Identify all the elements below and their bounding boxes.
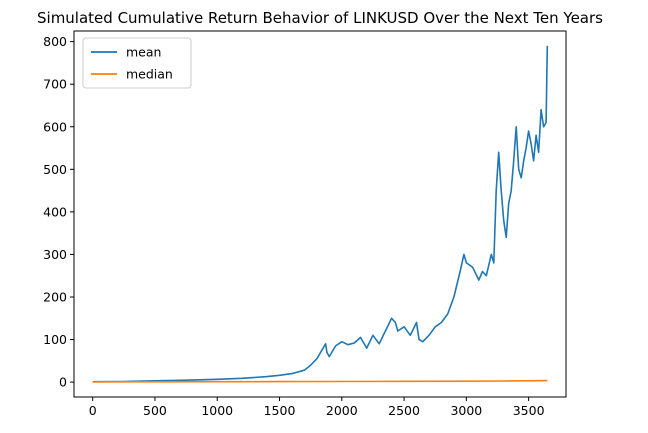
y-tick-label: 100 — [43, 332, 67, 347]
y-axis: 0 100 200 300 400 500 600 700 800 — [43, 34, 74, 390]
plot-frame — [73, 30, 567, 398]
chart-title: Simulated Cumulative Return Behavior of … — [37, 9, 603, 27]
y-tick-label: 600 — [43, 119, 67, 134]
x-axis: 0 500 1000 1500 2000 2500 3000 3500 — [89, 397, 545, 418]
x-tick-label: 1500 — [264, 403, 296, 418]
y-tick-label: 800 — [43, 34, 67, 49]
y-tick-label: 200 — [43, 289, 67, 304]
y-tick-label: 400 — [43, 204, 67, 219]
y-tick-label: 500 — [43, 162, 67, 177]
y-tick-label: 700 — [43, 77, 67, 92]
legend-label-median: median — [126, 67, 173, 82]
x-tick-label: 3500 — [513, 403, 545, 418]
x-tick-label: 0 — [89, 403, 97, 418]
x-tick-label: 500 — [143, 403, 167, 418]
legend-label-mean: mean — [126, 45, 161, 60]
series-line-mean — [92, 45, 549, 383]
legend-box — [82, 37, 192, 89]
x-tick-label: 2500 — [388, 403, 420, 418]
series-layer — [92, 45, 549, 383]
series-line-median — [92, 379, 548, 383]
x-tick-label: 3000 — [450, 403, 482, 418]
x-tick-label: 1000 — [201, 403, 233, 418]
plot-area — [73, 30, 567, 398]
x-tick-label: 2000 — [326, 403, 358, 418]
legend: mean median — [82, 37, 192, 89]
y-tick-label: 0 — [59, 375, 67, 390]
y-tick-label: 300 — [43, 247, 67, 262]
